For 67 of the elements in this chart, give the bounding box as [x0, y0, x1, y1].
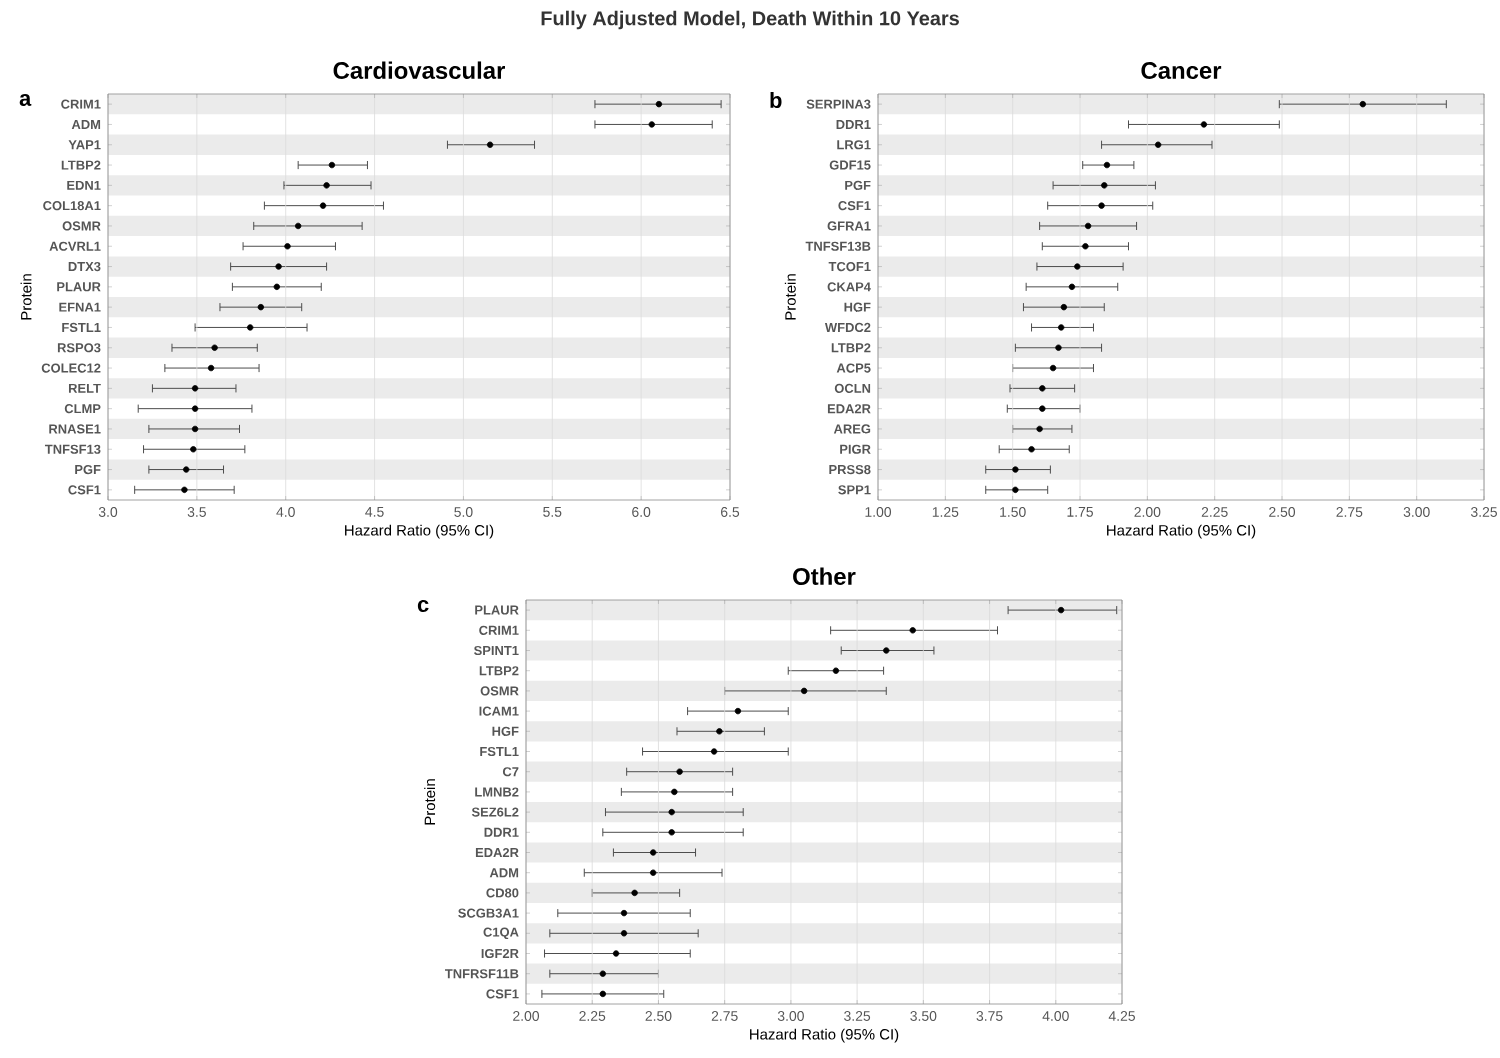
point — [1098, 202, 1105, 209]
point — [612, 950, 620, 957]
point — [191, 385, 199, 392]
point — [273, 283, 281, 291]
point — [1101, 182, 1108, 189]
point — [1082, 243, 1089, 250]
point — [832, 667, 840, 674]
text: c — [417, 600, 429, 612]
point — [649, 869, 657, 876]
point — [710, 748, 718, 755]
point — [257, 303, 265, 311]
point — [1039, 385, 1046, 392]
point — [649, 849, 657, 856]
point — [1049, 364, 1057, 372]
point — [207, 364, 215, 372]
point — [323, 182, 330, 189]
point — [1057, 324, 1065, 331]
point — [1036, 425, 1043, 433]
point — [620, 909, 628, 917]
point — [599, 970, 607, 977]
point — [1074, 263, 1081, 270]
text: b — [770, 91, 782, 109]
point — [676, 768, 683, 775]
point — [211, 344, 218, 351]
point — [1039, 405, 1046, 412]
point — [734, 707, 742, 715]
point — [1012, 466, 1019, 473]
point — [671, 788, 678, 796]
point — [190, 446, 197, 453]
point — [1200, 121, 1208, 128]
text: Fully Adjusted Model, Death Within 10 Years — [541, 10, 959, 30]
point — [1103, 161, 1111, 169]
point — [486, 141, 494, 148]
point — [191, 425, 199, 433]
point — [1068, 283, 1076, 291]
point — [620, 930, 628, 937]
point — [1084, 222, 1092, 230]
point — [191, 405, 199, 412]
point — [1060, 303, 1068, 311]
point — [883, 647, 890, 654]
point — [716, 728, 723, 735]
point — [668, 829, 675, 836]
point — [246, 324, 254, 331]
point — [648, 121, 655, 128]
chart-title: Cancer — [1141, 62, 1222, 79]
point — [1055, 344, 1062, 351]
point — [1012, 486, 1019, 494]
point — [668, 808, 675, 816]
point — [800, 687, 808, 695]
point — [294, 222, 302, 230]
point — [1154, 141, 1162, 148]
point — [181, 486, 188, 494]
point — [1359, 100, 1366, 108]
point — [328, 161, 336, 169]
chart-title: Other — [793, 567, 856, 585]
text: a — [19, 94, 32, 106]
point — [183, 466, 190, 473]
point — [275, 263, 282, 270]
point — [909, 627, 916, 634]
point — [631, 889, 638, 897]
point — [599, 990, 607, 998]
point — [284, 243, 291, 250]
point — [655, 100, 663, 108]
point — [319, 202, 327, 209]
chart-title: Cardiovascular — [333, 61, 506, 79]
point — [1057, 606, 1065, 614]
point — [1028, 446, 1035, 453]
